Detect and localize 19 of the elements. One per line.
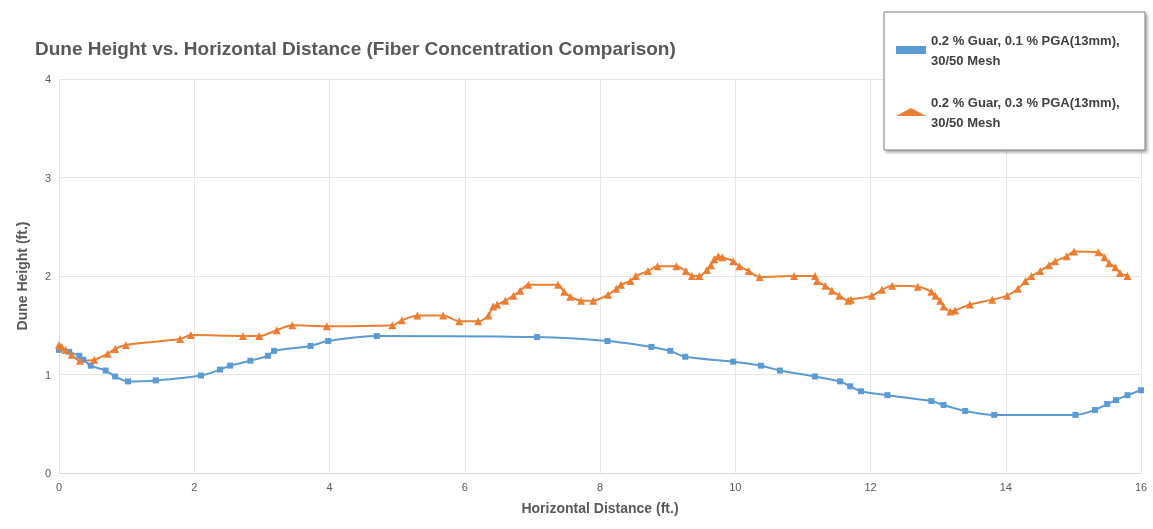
chart-title: Dune Height vs. Horizontal Distance (Fiber Concentration Comparison) <box>35 38 676 59</box>
y-tick-label: 0 <box>44 467 51 479</box>
y-tick-label: 4 <box>44 73 51 85</box>
x-tick-label: 16 <box>1134 480 1148 493</box>
x-tick-label: 6 <box>461 480 468 493</box>
x-axis-title: Horizontal Distance (ft.) <box>521 500 679 516</box>
legend-label: 0.2 % Guar, 0.3 % PGA(13mm), 30/50 Mesh <box>931 94 1124 130</box>
x-tick-label: 4 <box>326 480 333 493</box>
y-tick-label: 2 <box>44 270 51 282</box>
x-tick-label: 0 <box>55 480 63 493</box>
x-tick-label: 8 <box>596 480 604 493</box>
y-axis-title: Dune Height (ft.) <box>14 221 30 331</box>
legend-label: 0.2 % Guar, 0.1 % PGA(13mm), 30/50 Mesh <box>931 32 1124 68</box>
x-tick-label: 2 <box>191 480 198 493</box>
y-tick-label: 3 <box>44 171 51 184</box>
x-tick-label: 10 <box>729 480 742 493</box>
x-tick-label: 14 <box>999 480 1012 493</box>
x-tick-label: 12 <box>864 480 877 493</box>
y-tick-label: 1 <box>44 368 51 381</box>
